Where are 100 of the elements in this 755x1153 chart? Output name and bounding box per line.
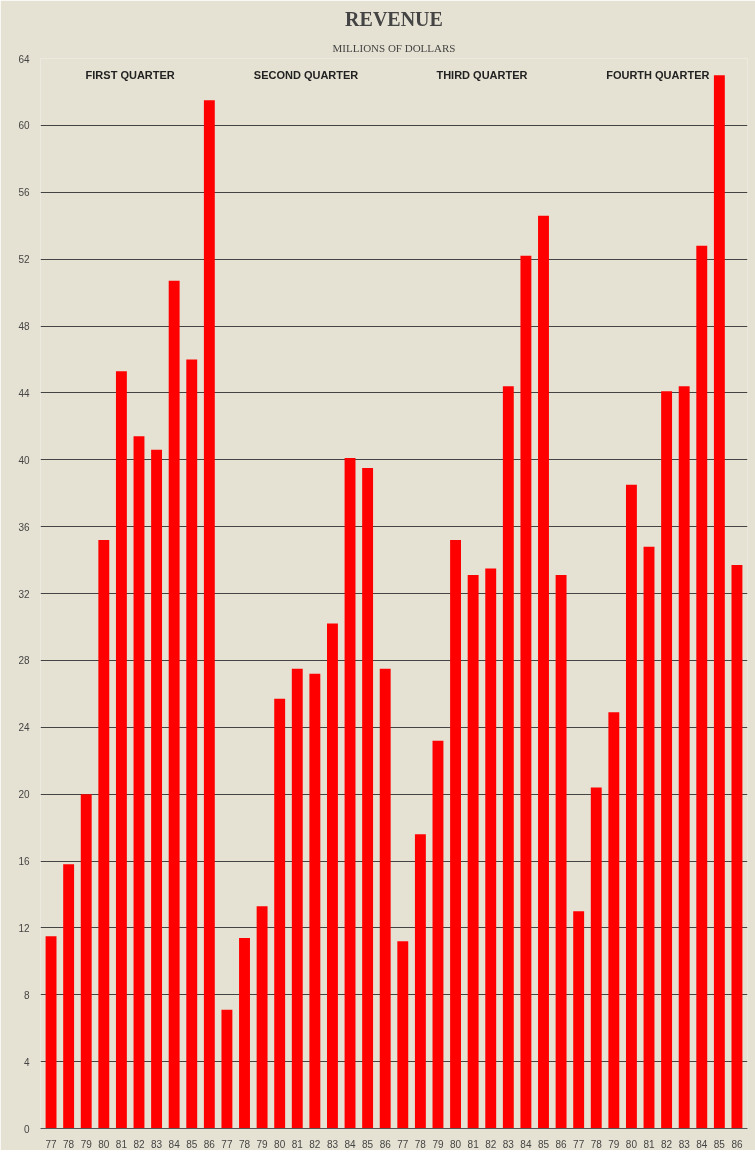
x-tick-label: 83 — [326, 1138, 339, 1150]
x-tick-label: 83 — [151, 1138, 163, 1150]
bar — [45, 936, 57, 1129]
x-tick-label: 85 — [537, 1138, 550, 1150]
bar — [309, 673, 321, 1129]
bar — [590, 787, 602, 1129]
x-tick-label: 84 — [344, 1138, 357, 1150]
x-tick-label: 83 — [678, 1138, 691, 1150]
y-tick-label: 24 — [18, 722, 30, 734]
bar — [221, 1009, 233, 1129]
x-tick-label: 82 — [661, 1138, 673, 1150]
x-tick-label: 81 — [291, 1138, 304, 1150]
x-tick-label: 78 — [590, 1138, 603, 1150]
x-tick-label: 80 — [98, 1138, 110, 1150]
y-tick-label: 36 — [18, 521, 30, 533]
bar — [432, 740, 444, 1129]
x-tick-label: 77 — [397, 1138, 409, 1150]
y-tick-label: 52 — [18, 254, 30, 266]
bar — [555, 575, 567, 1129]
bar — [450, 540, 462, 1129]
bar — [344, 458, 356, 1129]
x-tick-label: 82 — [133, 1138, 145, 1150]
x-tick-label: 84 — [168, 1138, 181, 1150]
x-tick-label: 80 — [625, 1138, 638, 1150]
bar — [696, 245, 708, 1129]
x-tick-label: 86 — [203, 1138, 216, 1150]
x-tick-label: 78 — [63, 1138, 75, 1150]
y-tick-label: 0 — [23, 1123, 30, 1135]
y-tick-label: 16 — [18, 856, 30, 867]
bar — [520, 255, 532, 1129]
x-tick-label: 77 — [221, 1138, 233, 1150]
bar — [326, 623, 338, 1129]
x-tick-label: 81 — [467, 1138, 480, 1150]
bar — [573, 911, 585, 1129]
bar — [186, 359, 198, 1129]
bar — [608, 712, 620, 1129]
x-tick-label: 84 — [696, 1138, 708, 1150]
x-tick-label: 82 — [485, 1138, 497, 1150]
y-tick-label: 40 — [18, 454, 30, 466]
bar — [414, 834, 426, 1129]
x-tick-label: 79 — [80, 1138, 93, 1150]
y-tick-label: 60 — [18, 120, 30, 132]
y-tick-label: 20 — [18, 789, 30, 801]
x-tick-label: 86 — [379, 1138, 392, 1150]
bar — [485, 568, 497, 1129]
y-tick-label: 4 — [23, 1056, 30, 1068]
x-tick-label: 80 — [449, 1138, 462, 1150]
y-tick-label: 8 — [23, 989, 30, 1001]
y-tick-label: 64 — [18, 53, 30, 65]
x-tick-label: 77 — [573, 1138, 585, 1150]
bar — [133, 436, 145, 1129]
bar — [502, 386, 514, 1129]
x-tick-label: 86 — [555, 1138, 568, 1150]
bar — [625, 484, 637, 1129]
bar — [291, 668, 303, 1129]
bar — [397, 941, 409, 1129]
x-tick-label: 78 — [414, 1138, 427, 1150]
x-tick-label: 84 — [520, 1138, 532, 1150]
x-tick-label: 85 — [713, 1138, 726, 1150]
bar — [63, 864, 75, 1129]
x-tick-label: 78 — [238, 1138, 251, 1150]
chart-title: REVENUE — [345, 7, 443, 30]
bar — [643, 546, 655, 1129]
x-tick-label: 81 — [115, 1138, 128, 1150]
x-tick-label: 81 — [643, 1138, 656, 1150]
bar — [713, 75, 725, 1129]
bar — [678, 386, 690, 1129]
x-tick-label: 83 — [502, 1138, 515, 1150]
bar — [256, 906, 268, 1129]
x-tick-label: 85 — [186, 1138, 198, 1150]
x-tick-label: 77 — [45, 1138, 58, 1150]
bar — [203, 100, 215, 1129]
bar — [379, 668, 391, 1129]
bar — [538, 215, 549, 1129]
annotation: THIRD QUARTER — [436, 68, 528, 81]
bar — [467, 575, 479, 1129]
bar — [362, 468, 374, 1129]
bar — [80, 794, 92, 1129]
x-tick-label: 82 — [309, 1138, 321, 1150]
annotation: SECOND QUARTER — [253, 68, 359, 81]
x-tick-label: 79 — [608, 1138, 620, 1150]
bar — [151, 449, 163, 1129]
x-tick-label: 79 — [256, 1138, 269, 1150]
x-tick-label: 79 — [432, 1138, 444, 1150]
bar — [731, 565, 743, 1129]
bar — [168, 280, 180, 1129]
bar — [274, 698, 286, 1129]
y-tick-label: 44 — [18, 387, 30, 399]
y-tick-label: 32 — [18, 588, 30, 600]
annotation: FIRST QUARTER — [85, 68, 175, 81]
bar — [98, 540, 110, 1129]
x-tick-label: 80 — [274, 1138, 286, 1150]
bar — [115, 371, 127, 1129]
chart-subtitle: MILLIONS OF DOLLARS — [332, 41, 456, 54]
annotation: FOURTH QUARTER — [606, 68, 710, 81]
y-tick-label: 56 — [18, 187, 30, 199]
y-tick-label: 48 — [18, 321, 30, 332]
y-tick-label: 12 — [18, 922, 30, 934]
bar — [661, 391, 673, 1129]
x-tick-label: 85 — [362, 1138, 374, 1150]
